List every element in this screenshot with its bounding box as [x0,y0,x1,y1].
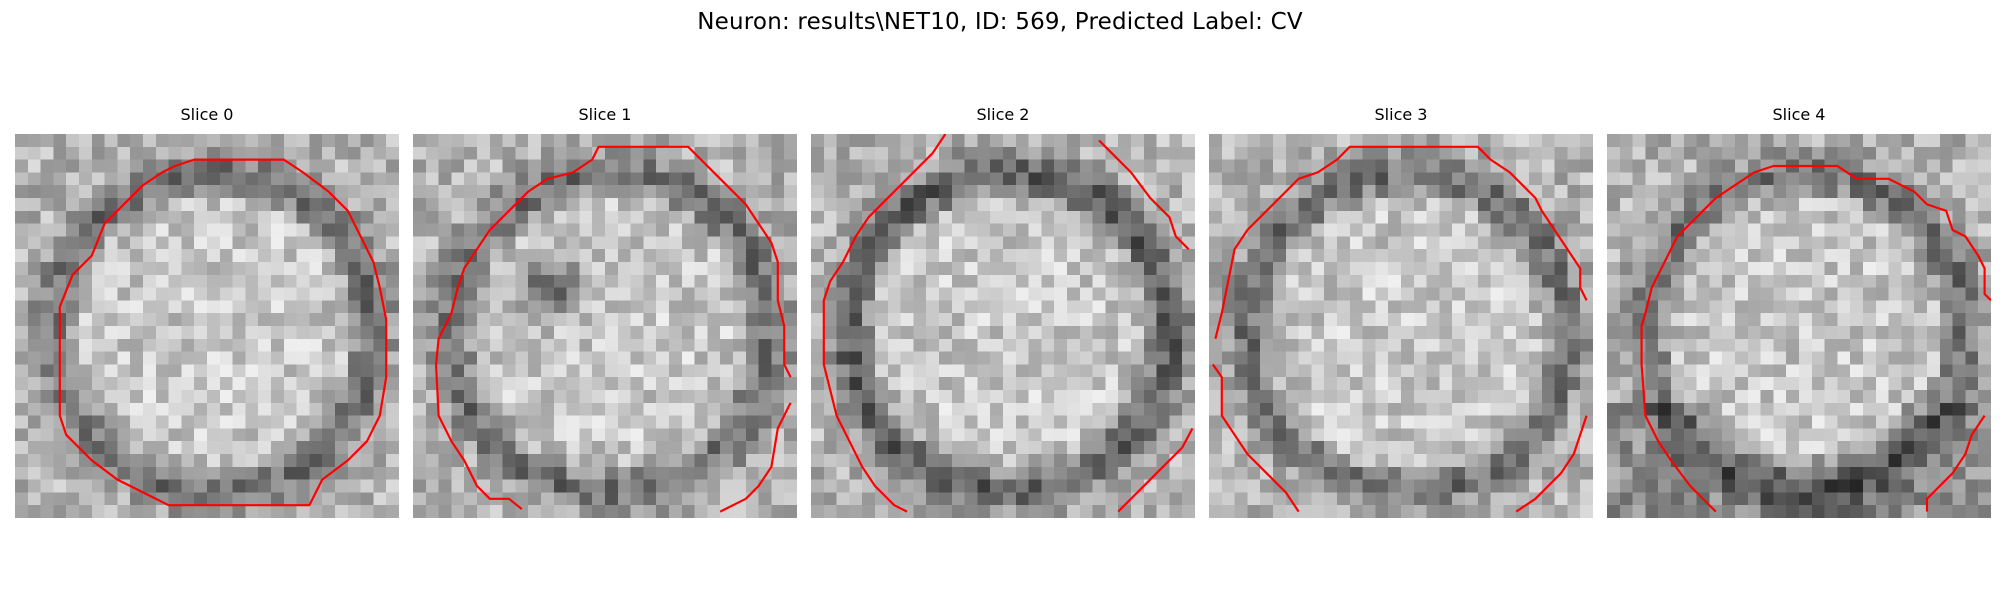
contour [1640,164,1991,513]
slice-title: Slice 0 [180,105,234,124]
pixel-grid [1209,134,1593,518]
slice-title: Slice 4 [1772,105,1826,124]
contour [58,158,388,507]
pixel-grid [811,134,1195,518]
pixel-grid [1607,134,1991,518]
slice-image-0 [15,134,399,518]
contour [822,134,1194,513]
slice-image-3 [1209,134,1593,518]
pixel-grid [15,134,399,518]
contour [434,145,792,513]
slice-image-4 [1607,134,1991,518]
figure-title: Neuron: results\NET10, ID: 569, Predicte… [697,9,1303,35]
slice-title: Slice 2 [976,105,1030,124]
slice-image-1 [413,134,797,518]
slice-title: Slice 3 [1374,105,1428,124]
contour [1211,145,1588,513]
slice-title: Slice 1 [578,105,632,124]
slice-image-2 [811,134,1195,518]
pixel-grid [413,134,797,518]
